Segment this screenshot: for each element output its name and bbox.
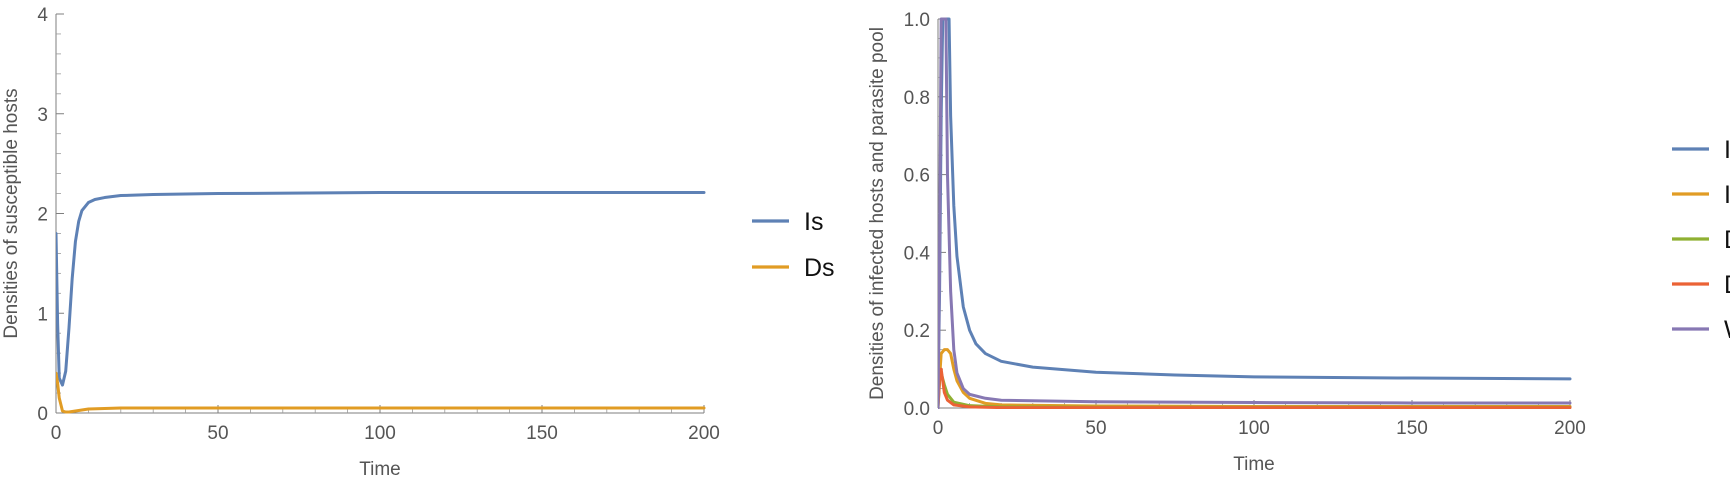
y-tick-label: 1.0 — [904, 10, 930, 31]
x-axis-title: Time — [359, 459, 401, 480]
y-tick-label: 0 — [37, 404, 48, 425]
x-tick-label: 0 — [51, 423, 62, 444]
x-tick-label: 0 — [933, 418, 944, 439]
legend-label-iww: Iww — [1724, 181, 1730, 209]
legend-label-is: Is — [804, 208, 823, 236]
series-line-iw — [938, 17, 1572, 402]
x-tick-label: 200 — [688, 423, 720, 444]
y-tick-label: 4 — [37, 5, 48, 26]
x-tick-label: 100 — [1238, 418, 1270, 439]
x-tick-label: 150 — [526, 423, 558, 444]
series-line-w — [938, 17, 1572, 409]
legend-label-ds: Ds — [804, 254, 835, 282]
legend: Is Ds — [752, 208, 835, 282]
y-axis-title: Densities of susceptible hosts — [1, 88, 22, 338]
x-tick-label: 100 — [364, 423, 396, 444]
chart-2: 0 50 100 150 200 0.0 0.2 0.4 0.6 0.8 1.0 Time Densit… — [867, 10, 1730, 475]
y-tick-label: 0.6 — [904, 166, 930, 187]
legend-label-iw: Iw — [1724, 136, 1730, 164]
legend: Iw Iww Dw Dww W — [1672, 136, 1730, 344]
series-line-is — [56, 191, 706, 387]
y-tick-label: 1 — [37, 304, 48, 325]
y-tick-label: 3 — [37, 105, 48, 126]
x-tick-label: 200 — [1554, 418, 1586, 439]
x-tick-label: 150 — [1396, 418, 1428, 439]
plot-area — [56, 191, 706, 414]
x-tick-label: 50 — [207, 423, 228, 444]
series-line-dww — [938, 367, 1572, 409]
legend-label-w: W — [1724, 316, 1730, 344]
y-tick-label: 0.4 — [904, 243, 931, 264]
y-tick-label: 0.2 — [904, 321, 930, 342]
plot-area — [938, 17, 1572, 409]
y-tick-label: 0.8 — [904, 88, 930, 109]
series-line-ds — [56, 371, 706, 414]
legend-label-dw: Dw — [1724, 226, 1730, 254]
y-tick-label: 0.0 — [904, 399, 930, 420]
x-tick-label: 50 — [1085, 418, 1106, 439]
chart-1: 0 50 100 150 200 0 1 2 3 4 Time Densities of suscep… — [1, 5, 835, 480]
y-tick-label: 2 — [37, 205, 48, 226]
y-axis-title: Densities of infected hosts and parasite… — [867, 27, 888, 400]
legend-label-dww: Dww — [1724, 271, 1730, 299]
x-axis-title: Time — [1233, 454, 1275, 475]
